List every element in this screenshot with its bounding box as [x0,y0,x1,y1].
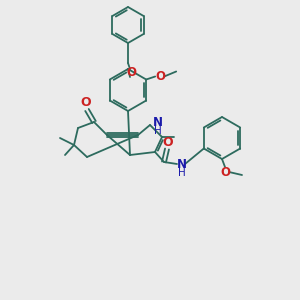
Text: H: H [154,126,162,136]
Text: O: O [126,67,136,80]
Text: N: N [177,158,187,170]
Text: O: O [163,136,173,148]
Text: N: N [153,116,163,128]
Text: O: O [155,70,165,83]
Text: O: O [220,166,230,178]
Text: O: O [81,97,91,110]
Text: H: H [178,168,186,178]
